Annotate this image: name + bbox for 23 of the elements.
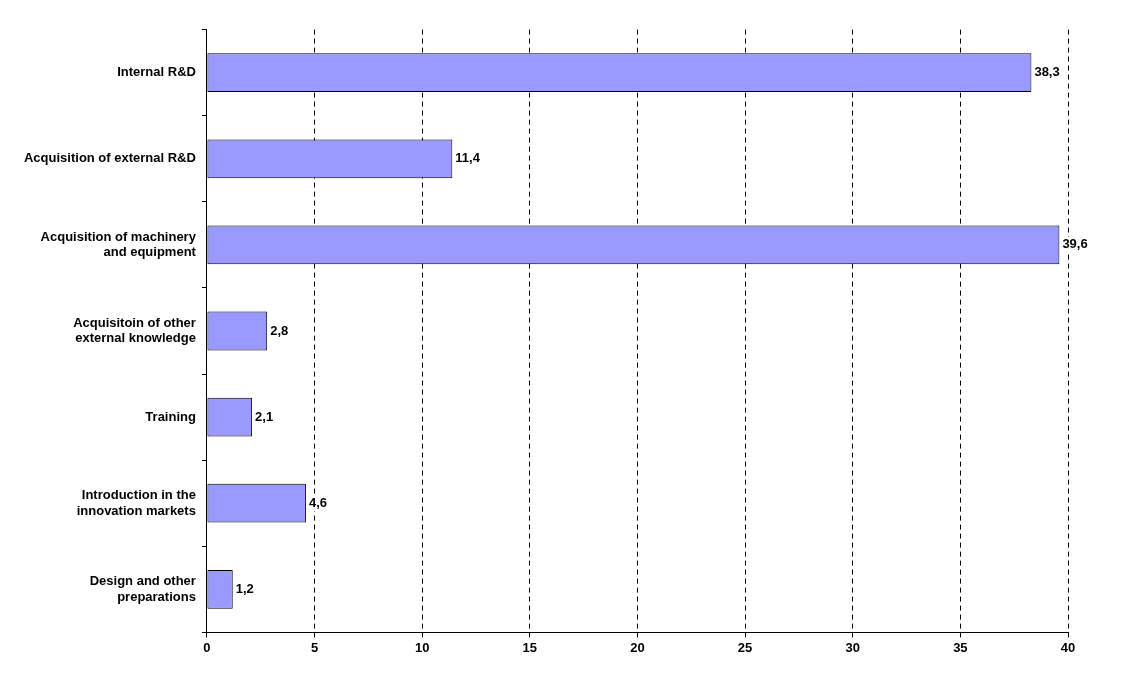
data-label: 2,8 bbox=[270, 322, 289, 338]
y-tick-label: Acquisition of machinery and equipment bbox=[40, 228, 197, 260]
data-label: 11,4 bbox=[455, 150, 481, 166]
x-tick-label: 30 bbox=[845, 639, 860, 655]
y-tick-label: Design and other preparations bbox=[89, 573, 196, 604]
x-tick-label: 25 bbox=[737, 639, 753, 655]
x-tick-label: 10 bbox=[414, 639, 430, 655]
data-label: 1,2 bbox=[235, 580, 254, 596]
y-tick-label: Internal R&D bbox=[117, 64, 196, 80]
y-tick-label: Training bbox=[145, 408, 196, 424]
data-label: 39,6 bbox=[1062, 236, 1088, 252]
x-tick-label: 20 bbox=[630, 639, 645, 655]
data-label: 38,3 bbox=[1034, 64, 1060, 80]
y-tick-label: Acquisition of external R&D bbox=[23, 150, 196, 166]
x-tick-label: 15 bbox=[522, 639, 538, 655]
y-tick-label: Acquisitoin of other external knowledge bbox=[73, 314, 196, 346]
x-tick-label: 5 bbox=[310, 639, 319, 655]
x-tick-label: 35 bbox=[953, 639, 968, 655]
x-tick-label: 40 bbox=[1060, 639, 1076, 655]
data-label: 4,6 bbox=[308, 494, 328, 510]
y-tick-label: Introduction in the innovation markets bbox=[76, 487, 196, 518]
x-tick-label: 0 bbox=[203, 639, 211, 655]
data-label: 2,1 bbox=[255, 408, 274, 424]
